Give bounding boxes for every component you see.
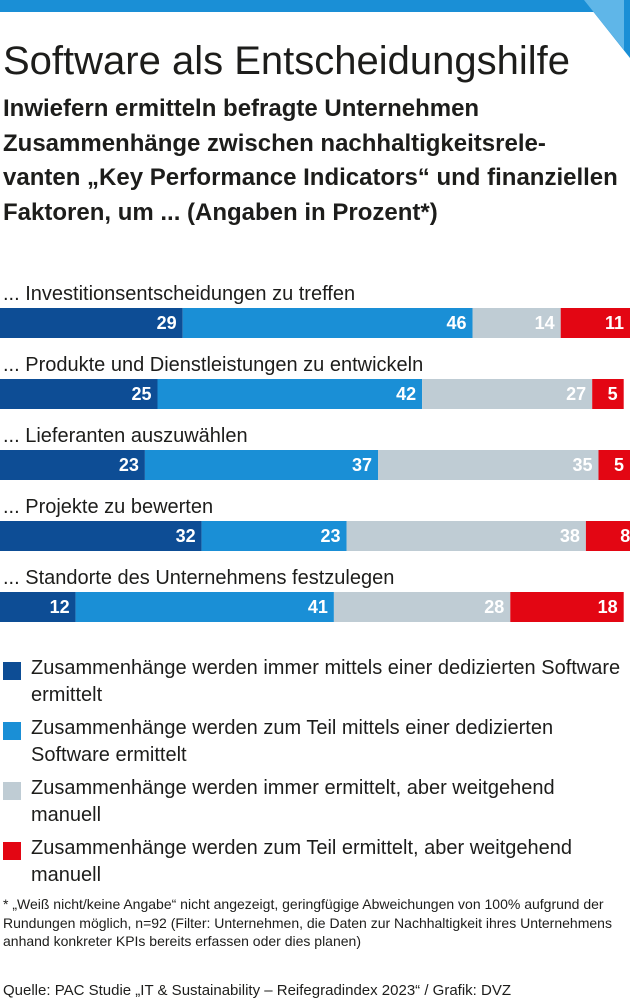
value-label: 29 (157, 313, 177, 333)
bar-segment (182, 308, 473, 338)
value-label: 27 (566, 384, 586, 404)
bar-segment (75, 592, 334, 622)
chart-subtitle: Inwiefern ermitteln befragte Unternehmen… (3, 95, 618, 226)
bar-segment (378, 450, 599, 480)
stacked-bar-chart: ... Investitionsentscheidungen zu treffe… (0, 283, 630, 622)
value-label: 46 (446, 313, 466, 333)
corner-fold-decoration (584, 0, 630, 58)
bar-segment (598, 450, 630, 480)
value-label: 8 (620, 526, 630, 546)
value-label: 42 (396, 384, 416, 404)
bar-segment (157, 379, 423, 409)
legend-swatch (3, 782, 21, 800)
bar-segment (0, 450, 145, 480)
bar-segment (592, 379, 624, 409)
bar-segment (346, 521, 586, 551)
bar-segment (585, 521, 630, 551)
bar-segment (560, 308, 630, 338)
legend-label: Zusammenhänge werden immer mittels einer… (31, 657, 621, 706)
bar-segment (422, 379, 593, 409)
value-label: 11 (605, 313, 624, 333)
value-label: 5 (614, 455, 624, 475)
value-label: 28 (484, 597, 504, 617)
value-label: 23 (119, 455, 139, 475)
value-label: 32 (176, 526, 196, 546)
bar-segment (472, 308, 561, 338)
footnote: * „Weiß nicht/keine Angabe“ nicht angeze… (3, 896, 612, 949)
legend-label: Zusammenhänge werden zum Teil ermittelt,… (31, 837, 573, 886)
bar-segment (0, 379, 158, 409)
source-credit: Quelle: PAC Studie „IT & Sustainability … (3, 982, 512, 999)
value-label: 25 (131, 384, 151, 404)
value-label: 14 (535, 313, 555, 333)
category-label: ... Investitionsentscheidungen zu treffe… (3, 283, 355, 305)
value-label: 18 (598, 597, 618, 617)
bar-segment (510, 592, 624, 622)
value-label: 12 (50, 597, 70, 617)
legend-label: Zusammenhänge werden immer ermittelt, ab… (31, 777, 555, 826)
top-accent-bar (0, 0, 630, 12)
category-label: ... Lieferanten auszuwählen (3, 425, 248, 447)
value-label: 35 (572, 455, 592, 475)
value-label: 23 (320, 526, 340, 546)
category-label: ... Standorte des Unternehmens festzuleg… (3, 567, 394, 589)
bar-segment (201, 521, 347, 551)
bar-segment (333, 592, 511, 622)
value-label: 5 (608, 384, 618, 404)
legend-swatch (3, 722, 21, 740)
value-label: 38 (560, 526, 580, 546)
legend-swatch (3, 662, 21, 680)
category-label: ... Projekte zu bewerten (3, 496, 213, 518)
bar-segment (0, 521, 202, 551)
value-label: 41 (308, 597, 328, 617)
bar-segment (0, 308, 183, 338)
category-label: ... Produkte und Dienstleistungen zu ent… (3, 354, 423, 376)
bar-segment (144, 450, 378, 480)
legend-label: Zusammenhänge werden zum Teil mittels ei… (31, 717, 554, 766)
bar-segment (0, 592, 76, 622)
value-label: 37 (352, 455, 372, 475)
legend-swatch (3, 842, 21, 860)
chart-title: Software als Entscheidungshilfe (3, 39, 570, 83)
